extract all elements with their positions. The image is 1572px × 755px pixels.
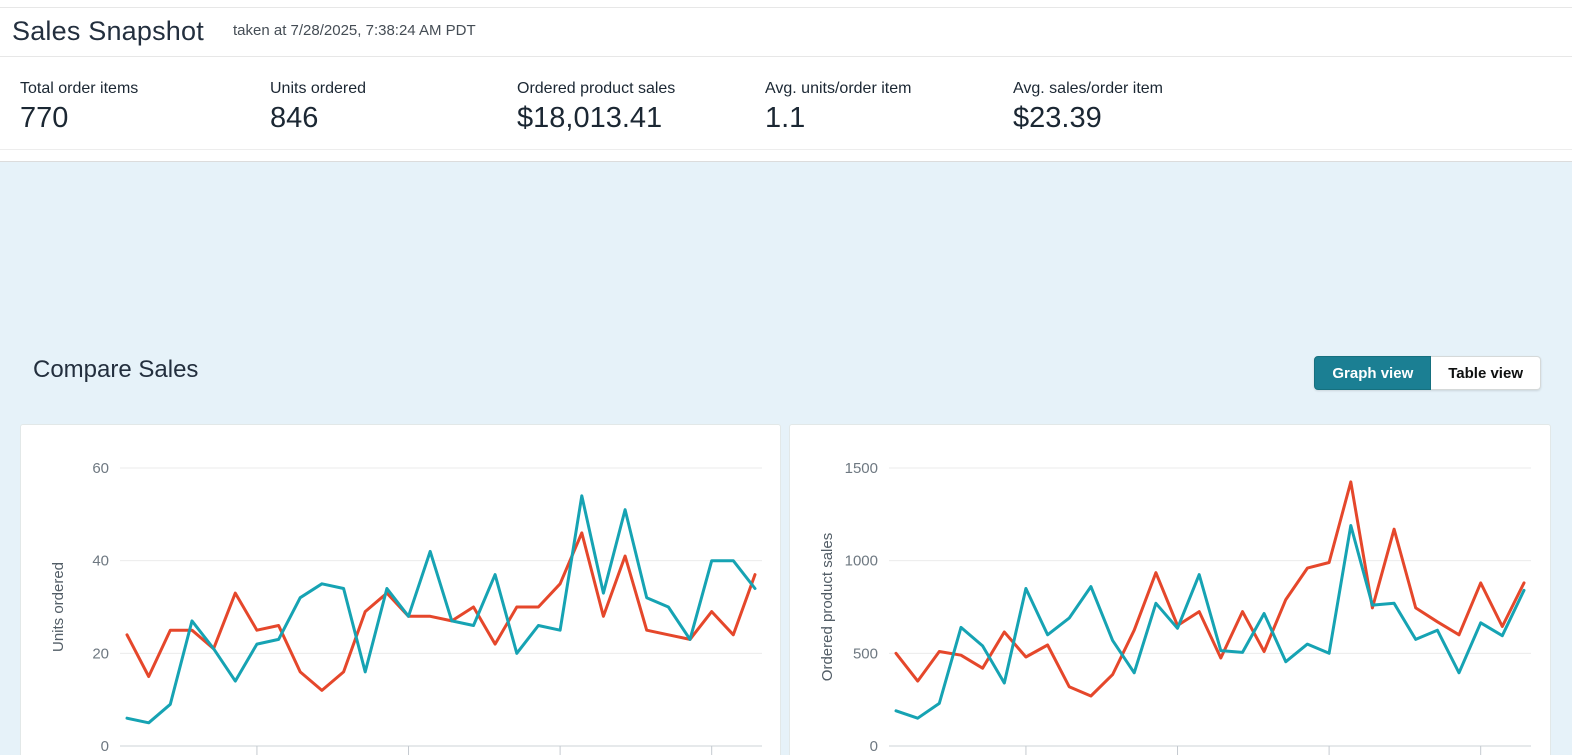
svg-text:20: 20 xyxy=(92,645,109,662)
stat-value: $23.39 xyxy=(1013,102,1102,134)
stat-value: 770 xyxy=(20,102,69,134)
svg-text:0: 0 xyxy=(101,738,109,755)
svg-text:40: 40 xyxy=(92,553,109,570)
svg-text:1000: 1000 xyxy=(845,553,878,570)
stats-strip: Total order items 770 Units ordered 846 … xyxy=(0,58,1572,150)
snapshot-timestamp: taken at 7/28/2025, 7:38:24 AM PDT xyxy=(233,22,476,39)
section-divider xyxy=(0,161,1572,162)
svg-text:60: 60 xyxy=(92,460,109,477)
svg-text:1500: 1500 xyxy=(845,460,878,477)
compare-sales-panel: Compare Sales Graph view Table view 0 20 4… xyxy=(0,162,1572,755)
stat-label: Avg. units/order item xyxy=(765,80,912,97)
svg-text:0: 0 xyxy=(870,738,878,755)
view-toggle: Graph view Table view xyxy=(1314,356,1541,390)
svg-text:500: 500 xyxy=(853,645,878,662)
stat-value: 846 xyxy=(270,102,319,134)
stat-label: Ordered product sales xyxy=(517,80,676,97)
svg-text:Units ordered: Units ordered xyxy=(50,562,67,652)
top-divider xyxy=(0,7,1572,8)
stat-label: Units ordered xyxy=(270,80,367,97)
compare-sales-title: Compare Sales xyxy=(33,356,199,383)
stat-value: $18,013.41 xyxy=(517,102,663,134)
svg-text:Ordered product sales: Ordered product sales xyxy=(819,533,836,681)
stat-value: 1.1 xyxy=(765,102,806,134)
stat-label: Total order items xyxy=(20,80,139,97)
page-header: Sales Snapshot taken at 7/28/2025, 7:38:… xyxy=(0,8,1572,57)
page-title: Sales Snapshot xyxy=(12,16,204,46)
stat-label: Avg. sales/order item xyxy=(1013,80,1163,97)
table-view-button[interactable]: Table view xyxy=(1431,356,1541,390)
graph-view-button[interactable]: Graph view xyxy=(1314,356,1432,390)
